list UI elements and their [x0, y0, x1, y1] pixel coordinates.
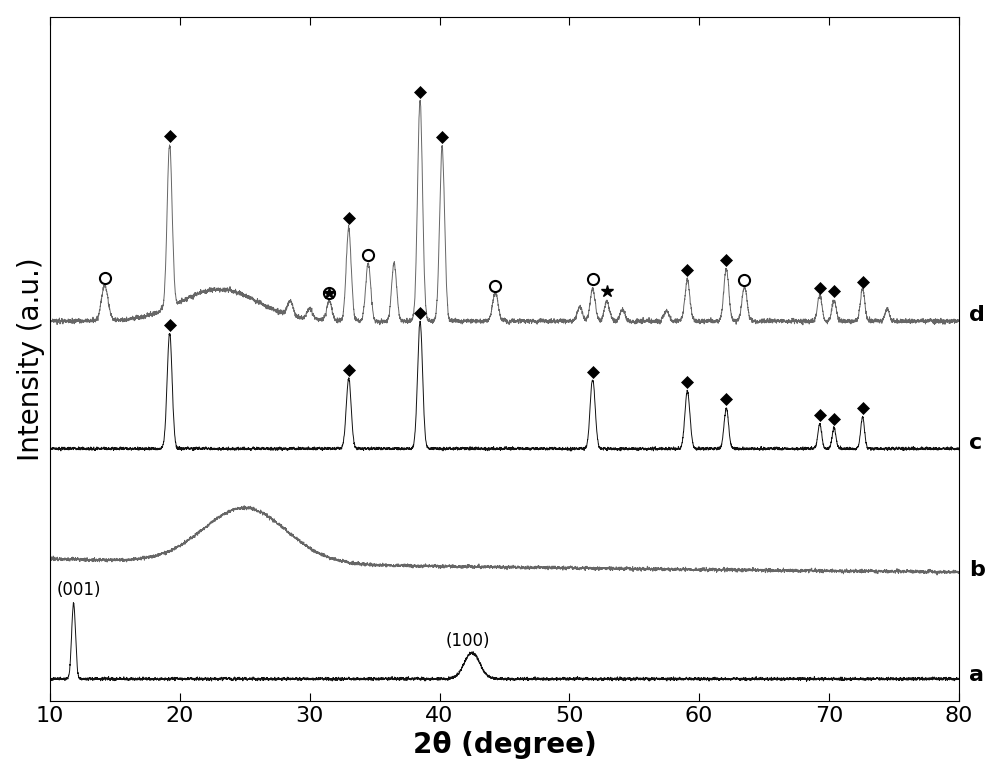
- Y-axis label: Intensity (a.u.): Intensity (a.u.): [17, 257, 45, 461]
- Text: (001): (001): [57, 581, 101, 599]
- Text: d: d: [969, 305, 985, 325]
- X-axis label: 2θ (degree): 2θ (degree): [413, 731, 596, 760]
- Text: b: b: [969, 560, 985, 580]
- Text: a: a: [969, 665, 984, 685]
- Text: c: c: [969, 433, 982, 453]
- Text: (100): (100): [446, 632, 491, 650]
